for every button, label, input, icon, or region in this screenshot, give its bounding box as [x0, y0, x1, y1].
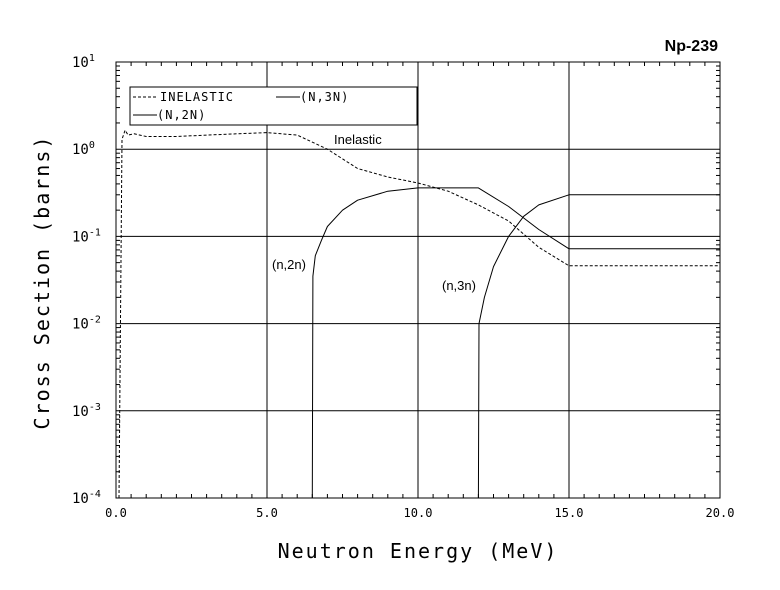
- y-tick-label: 10-4: [72, 489, 101, 507]
- x-tick-label: 20.0: [706, 506, 735, 520]
- chart-title: Np-239: [665, 38, 718, 55]
- x-tick-label: 10.0: [404, 506, 433, 520]
- series-line-inelastic: [118, 129, 720, 499]
- y-tick-label: 10-1: [72, 227, 101, 245]
- annotation-n3n: (n,3n): [442, 278, 476, 293]
- x-tick-label: 15.0: [555, 506, 584, 520]
- legend-label-n2n: (N,2N): [157, 108, 206, 122]
- y-axis-label: Cross Section (barns): [30, 135, 54, 430]
- legend-box: [129, 86, 418, 126]
- series-line-n-3n: [477, 194, 720, 499]
- x-axis-label: Neutron Energy (MeV): [278, 539, 559, 563]
- y-tick-label: 10-3: [72, 402, 101, 420]
- annotation-inelastic: Inelastic: [334, 132, 382, 147]
- y-tick-label: 10-2: [72, 315, 101, 333]
- y-tick-label: 100: [72, 140, 95, 158]
- legend-label-inelastic: INELASTIC: [160, 90, 234, 104]
- x-tick-label: 5.0: [256, 506, 278, 520]
- x-tick-label: 0.0: [105, 506, 127, 520]
- annotation-n2n: (n,2n): [272, 257, 306, 272]
- legend-label-n3n: (N,3N): [300, 90, 349, 104]
- series-line-n-2n: [311, 187, 720, 499]
- y-tick-label: 101: [72, 53, 95, 71]
- legend: INELASTIC (N,3N) (N,2N): [129, 86, 418, 126]
